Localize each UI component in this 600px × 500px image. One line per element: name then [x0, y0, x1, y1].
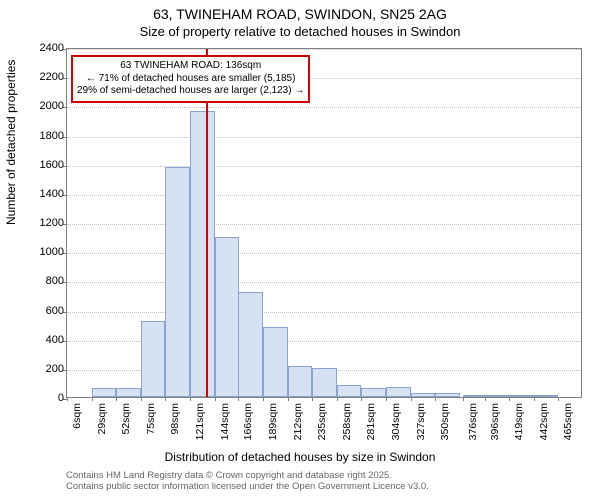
histogram-bar: [312, 368, 337, 397]
ytick-label: 1800: [32, 130, 64, 142]
xtick-label: 419sqm: [513, 403, 525, 447]
gridline-h: [67, 166, 581, 167]
xtick-label: 396sqm: [489, 403, 501, 447]
xtick-mark: [288, 397, 289, 401]
gridline-h: [67, 224, 581, 225]
annotation-line2: ← 71% of detached houses are smaller (5,…: [77, 73, 304, 86]
xtick-label: 465sqm: [562, 403, 574, 447]
ytick-label: 600: [32, 305, 64, 317]
xtick-mark: [165, 397, 166, 401]
xtick-label: 350sqm: [439, 403, 451, 447]
gridline-h: [67, 137, 581, 138]
xtick-label: 212sqm: [292, 403, 304, 447]
xtick-mark: [485, 397, 486, 401]
ytick-label: 2000: [32, 100, 64, 112]
histogram-bar: [190, 111, 215, 397]
xtick-label: 121sqm: [194, 403, 206, 447]
histogram-bar: [386, 387, 411, 397]
xtick-mark: [116, 397, 117, 401]
xtick-label: 6sqm: [71, 403, 83, 447]
attribution-footer: Contains HM Land Registry data © Crown c…: [66, 470, 429, 493]
chart-title-block: 63, TWINEHAM ROAD, SWINDON, SN25 2AG Siz…: [0, 0, 600, 40]
xtick-mark: [509, 397, 510, 401]
histogram-bar: [263, 327, 288, 397]
histogram-bar: [92, 388, 117, 397]
xtick-mark: [386, 397, 387, 401]
histogram-bar: [165, 167, 190, 397]
annotation-line3: 29% of semi-detached houses are larger (…: [77, 85, 304, 98]
y-axis-label: Number of detached properties: [4, 60, 18, 225]
ytick-label: 200: [32, 363, 64, 375]
xtick-mark: [312, 397, 313, 401]
histogram-bar: [116, 388, 141, 397]
xtick-mark: [411, 397, 412, 401]
xtick-label: 189sqm: [267, 403, 279, 447]
xtick-label: 281sqm: [365, 403, 377, 447]
xtick-label: 166sqm: [242, 403, 254, 447]
xtick-label: 52sqm: [120, 403, 132, 447]
histogram-bar: [411, 393, 436, 397]
annotation-line1: 63 TWINEHAM ROAD: 136sqm: [77, 60, 304, 73]
xtick-mark: [263, 397, 264, 401]
footer-line1: Contains HM Land Registry data © Crown c…: [66, 470, 429, 481]
ytick-label: 400: [32, 334, 64, 346]
ytick-label: 2200: [32, 71, 64, 83]
xtick-mark: [238, 397, 239, 401]
xtick-label: 442sqm: [538, 403, 550, 447]
xtick-label: 376sqm: [467, 403, 479, 447]
xtick-mark: [361, 397, 362, 401]
ytick-label: 1200: [32, 217, 64, 229]
histogram-bar: [534, 395, 559, 397]
gridline-h: [67, 312, 581, 313]
x-axis-label: Distribution of detached houses by size …: [0, 450, 600, 464]
histogram-bar: [509, 395, 534, 397]
ytick-label: 1000: [32, 246, 64, 258]
ytick-label: 2400: [32, 42, 64, 54]
footer-line2: Contains public sector information licen…: [66, 481, 429, 492]
title-line2: Size of property relative to detached ho…: [0, 24, 600, 40]
histogram-bar: [485, 395, 510, 397]
ytick-label: 800: [32, 275, 64, 287]
xtick-mark: [463, 397, 464, 401]
xtick-mark: [141, 397, 142, 401]
xtick-label: 75sqm: [145, 403, 157, 447]
xtick-label: 144sqm: [219, 403, 231, 447]
xtick-label: 29sqm: [96, 403, 108, 447]
title-line1: 63, TWINEHAM ROAD, SWINDON, SN25 2AG: [0, 6, 600, 24]
xtick-label: 98sqm: [169, 403, 181, 447]
xtick-mark: [190, 397, 191, 401]
histogram-plot-area: 6sqm29sqm52sqm75sqm98sqm121sqm144sqm166s…: [66, 48, 582, 398]
gridline-h: [67, 107, 581, 108]
histogram-bar: [288, 366, 313, 397]
histogram-bar: [435, 393, 460, 397]
histogram-bar: [238, 292, 263, 397]
xtick-mark: [92, 397, 93, 401]
xtick-label: 258sqm: [341, 403, 353, 447]
gridline-h: [67, 49, 581, 50]
ytick-label: 1400: [32, 188, 64, 200]
xtick-mark: [337, 397, 338, 401]
histogram-bar: [361, 388, 386, 397]
ytick-label: 0: [32, 392, 64, 404]
xtick-label: 304sqm: [390, 403, 402, 447]
histogram-bar: [215, 237, 240, 397]
gridline-h: [67, 195, 581, 196]
xtick-mark: [67, 397, 68, 401]
gridline-h: [67, 282, 581, 283]
reference-annotation-box: 63 TWINEHAM ROAD: 136sqm ← 71% of detach…: [71, 55, 310, 103]
ytick-label: 1600: [32, 159, 64, 171]
histogram-bar: [141, 321, 166, 397]
xtick-label: 235sqm: [316, 403, 328, 447]
xtick-mark: [534, 397, 535, 401]
histogram-bar: [337, 385, 362, 397]
xtick-mark: [215, 397, 216, 401]
xtick-label: 327sqm: [415, 403, 427, 447]
gridline-h: [67, 253, 581, 254]
xtick-mark: [558, 397, 559, 401]
xtick-mark: [435, 397, 436, 401]
